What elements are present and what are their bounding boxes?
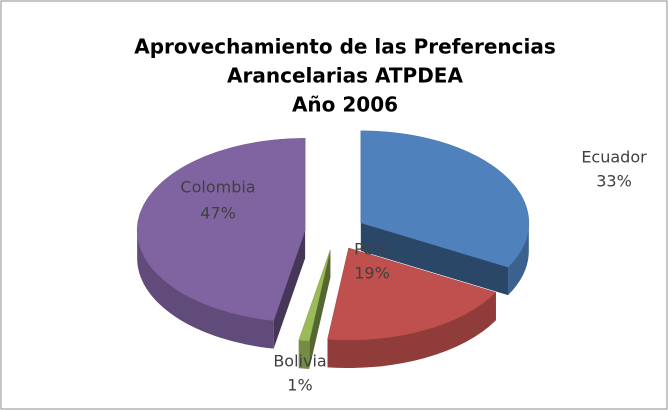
slice-side [137, 230, 274, 349]
chart-title: Aprovechamiento de las Preferencias [134, 35, 556, 59]
pie-slice [136, 138, 306, 349]
pie-slice [298, 249, 331, 370]
slice-wall [360, 222, 509, 296]
slice-top [136, 138, 306, 321]
data-label-name: Colombia [180, 178, 255, 197]
data-label-name: Ecuador [581, 148, 647, 167]
slice-top [298, 249, 331, 342]
slice-side [327, 292, 496, 369]
data-label-name: Perú [354, 240, 390, 259]
data-label-value: 1% [287, 376, 312, 395]
slice-side [508, 222, 529, 296]
data-label-value: 19% [354, 264, 390, 283]
slice-top [327, 247, 497, 341]
pie-slice [327, 247, 497, 369]
slice-side [298, 340, 310, 370]
chart-title: Año 2006 [292, 93, 398, 117]
data-label-name: Bolivia [273, 352, 326, 371]
chart-title: Arancelarias ATPDEA [227, 64, 463, 88]
data-label-value: 47% [200, 204, 236, 223]
pie-slice [360, 130, 530, 296]
slice-top [360, 130, 530, 268]
data-label-value: 33% [596, 172, 632, 191]
slice-wall [273, 230, 306, 349]
